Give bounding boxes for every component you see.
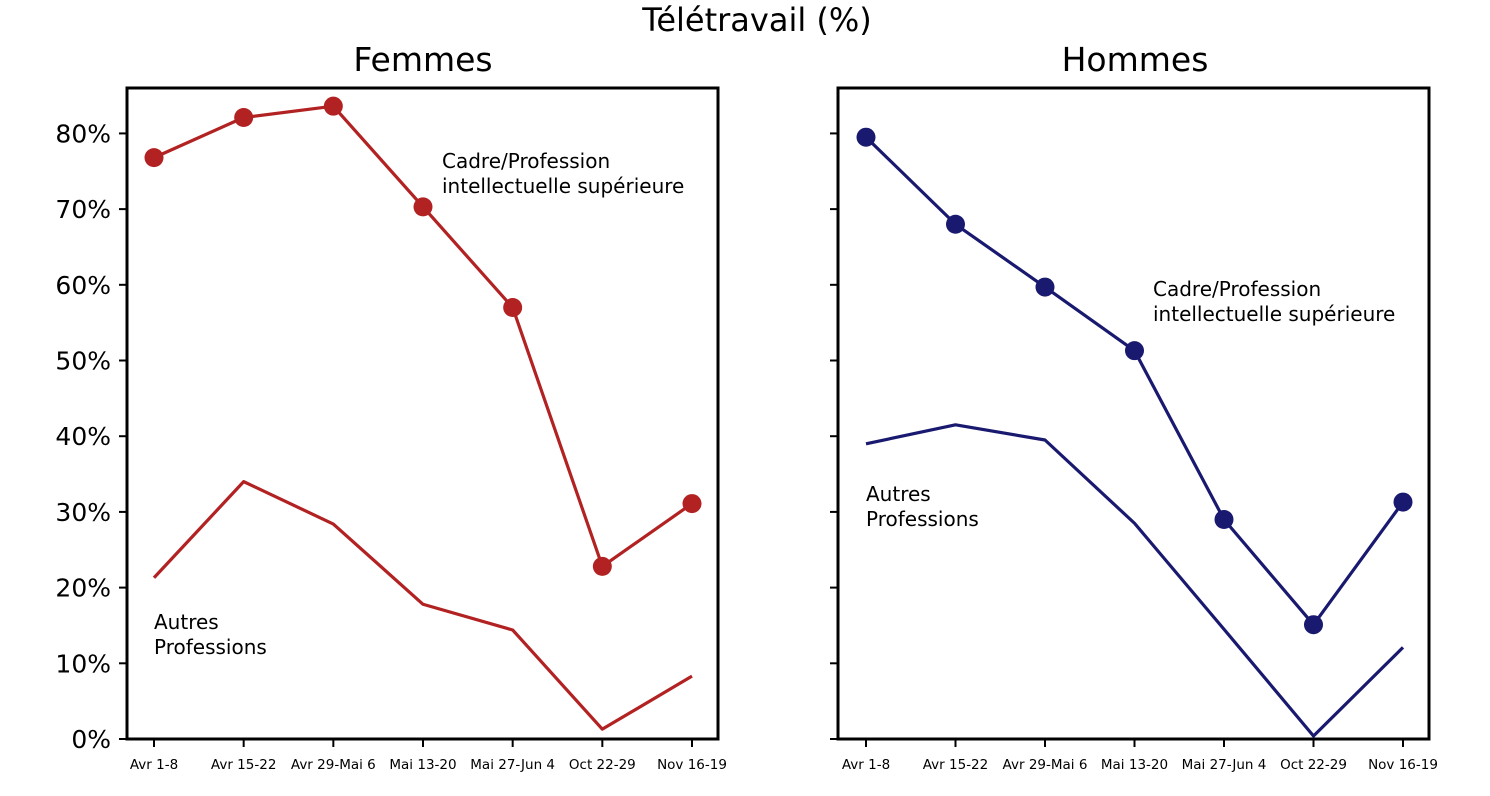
data-point <box>323 96 343 116</box>
data-point <box>1125 341 1144 361</box>
figure-suptitle: Télétravail (%) <box>641 1 872 39</box>
data-point <box>413 197 433 217</box>
y-tick-label: 30% <box>55 498 111 527</box>
panel-title: Hommes <box>1062 40 1209 79</box>
series-line-cadre <box>864 136 1405 627</box>
x-tick-label: Nov 16-19 <box>1368 757 1438 773</box>
series-label: Autres <box>154 610 219 634</box>
series-label: intellectuelle supérieure <box>1153 302 1395 326</box>
x-tick-label: Mai 13-20 <box>389 757 456 773</box>
x-tick-label: Oct 22-29 <box>569 757 636 773</box>
series-label: Autres <box>866 482 931 506</box>
x-tick-label: Avr 15-22 <box>923 757 989 773</box>
panel-hommes: Hommes Avr 1-8 Avr 15-22 Avr 29-Mai 6 Mai 13… <box>830 40 1438 773</box>
y-tick-label: 80% <box>55 119 111 148</box>
x-tick-label: Oct 22-29 <box>1280 757 1347 773</box>
series-label: Cadre/Profession <box>442 149 610 173</box>
data-point <box>1393 492 1413 512</box>
data-point <box>503 298 523 318</box>
data-point <box>682 494 702 514</box>
x-tick-label: Mai 27-Jun 4 <box>470 757 555 773</box>
series-label: Cadre/Profession <box>1153 277 1321 301</box>
y-tick-label: 50% <box>55 347 111 376</box>
y-tick-label: 40% <box>55 422 111 451</box>
data-point <box>1035 277 1055 297</box>
x-tick-label: Avr 29-Mai 6 <box>1003 757 1088 773</box>
y-tick-label: 70% <box>55 195 111 224</box>
data-point <box>946 214 965 234</box>
series-label: Professions <box>866 507 979 531</box>
data-point <box>592 556 612 576</box>
panel-title: Femmes <box>353 40 492 79</box>
series-label: Professions <box>154 635 267 659</box>
data-point <box>1304 615 1323 635</box>
x-tick-label: Nov 16-19 <box>657 757 727 773</box>
x-tick-label: Avr 1-8 <box>842 757 890 773</box>
x-tick-label: Avr 29-Mai 6 <box>291 757 376 773</box>
series-line-autres <box>865 423 1405 738</box>
x-tick-label: Mai 27-Jun 4 <box>1182 757 1267 773</box>
x-tick-label: Mai 13-20 <box>1101 757 1168 773</box>
axes-frame <box>836 86 1431 741</box>
data-point <box>144 148 164 168</box>
series-label: intellectuelle supérieure <box>442 174 684 198</box>
x-tick-label: Avr 15-22 <box>211 757 277 773</box>
x-tick-label: Avr 1-8 <box>130 757 178 773</box>
panel-femmes: Femmes 0% 10% 20% 30% 40% 50% 60% 70% 80% Avr 1-8 A… <box>55 40 727 773</box>
y-tick-label: 20% <box>55 574 111 603</box>
y-tick-label: 0% <box>71 725 111 754</box>
y-tick-label: 10% <box>55 649 111 678</box>
data-point <box>234 108 254 128</box>
y-tick-label: 60% <box>55 271 111 300</box>
data-point <box>1214 509 1234 529</box>
axes-frame <box>125 86 720 741</box>
data-point <box>856 127 876 147</box>
series-line-autres <box>152 480 693 731</box>
